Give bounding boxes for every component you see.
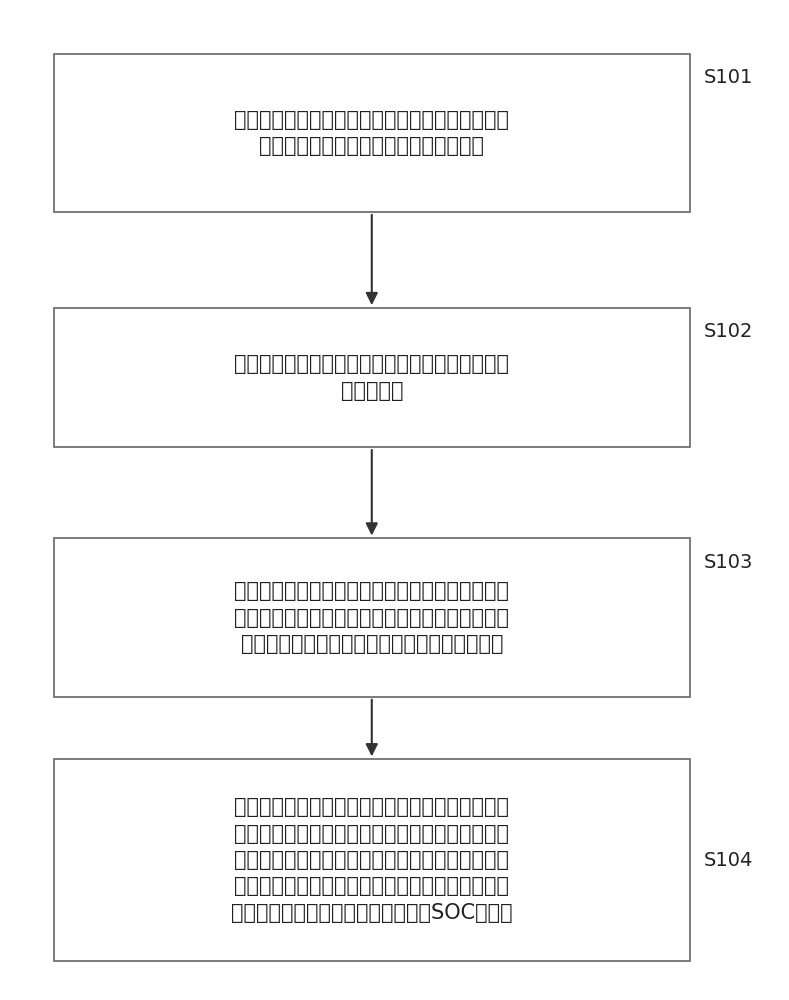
Text: S103: S103	[704, 553, 753, 572]
Text: 设置实际动力电池系统启动时的初始估计值，同时
根据实际动力电池系统中的电池型号确定对应的电
池参数，设置滤波算法运行所必须的噪声权函数: 设置实际动力电池系统启动时的初始估计值，同时 根据实际动力电池系统中的电池型号确…	[234, 581, 509, 654]
Text: 设置参数后动力电池系统开始运行，在运行过程中
，实时采集电池每个采样时刻的电压、电流、温度
数值，在每一采样时刻将采集的电压、电流、温度
数值代入所述状态空间方: 设置参数后动力电池系统开始运行，在运行过程中 ，实时采集电池每个采样时刻的电压、…	[231, 797, 513, 923]
FancyBboxPatch shape	[54, 759, 690, 961]
FancyBboxPatch shape	[54, 308, 690, 447]
Text: S104: S104	[704, 850, 753, 869]
FancyBboxPatch shape	[54, 54, 690, 212]
Text: S102: S102	[704, 322, 753, 341]
Text: S101: S101	[704, 68, 753, 87]
Text: 基于实验室环境与标准电池二阶模型对各类动力电
池建立等效模型并拟合至少一个电池参数: 基于实验室环境与标准电池二阶模型对各类动力电 池建立等效模型并拟合至少一个电池参…	[234, 110, 509, 156]
Text: 根据所述等效模型建立电池输入输出线性系统的状
态空间方程: 根据所述等效模型建立电池输入输出线性系统的状 态空间方程	[234, 354, 509, 401]
FancyBboxPatch shape	[54, 538, 690, 697]
